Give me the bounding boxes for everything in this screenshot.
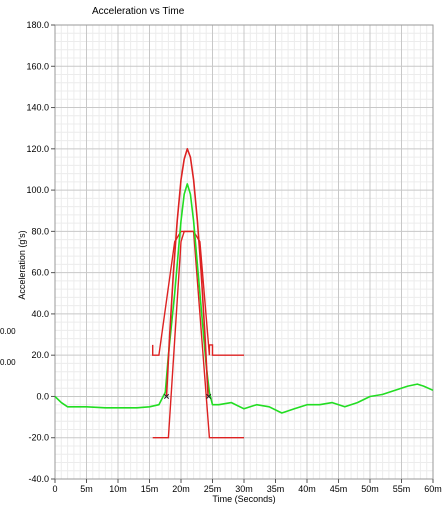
x-axis-label: Time (Seconds) <box>212 494 275 504</box>
x-marker <box>163 393 170 400</box>
x-marker <box>206 393 212 400</box>
x-tick-label: 0 <box>52 484 57 494</box>
chart-title: Acceleration vs Time <box>92 6 185 17</box>
series-lines <box>54 148 434 414</box>
x-tick-label: 25m <box>204 484 222 494</box>
y-tick-label: 120.0 <box>26 144 49 154</box>
y-tick-label: 160.0 <box>26 61 49 71</box>
x-tick-label: 50m <box>361 484 379 494</box>
y-axis-ticks: 180.0 160.0 140.0 120.0 100.0 80.0 60.0 40.0 20.… <box>26 20 55 484</box>
x-tick-label: 20m <box>172 484 190 494</box>
y-tick-label: 40.0 <box>31 309 49 319</box>
x-tick-label: 55m <box>393 484 411 494</box>
y-tick-label: 100.0 <box>26 185 49 195</box>
y-axis-label: Acceleration (g's) <box>17 230 27 299</box>
x-marker-stroke <box>163 393 170 400</box>
side-value-1: 0.00 <box>0 327 16 336</box>
y-tick-label: 140.0 <box>26 103 49 113</box>
y-tick-label: 20.0 <box>31 350 49 360</box>
x-tick-label: 30m <box>235 484 253 494</box>
y-tick-label: -20.0 <box>28 433 49 443</box>
y-tick-label: -40.0 <box>28 474 49 484</box>
y-tick-label: 0.0 <box>36 391 49 401</box>
series-line <box>54 183 434 414</box>
side-value-2: 0.00 <box>0 358 16 367</box>
x-tick-label: 10m <box>109 484 127 494</box>
y-tick-label: 180.0 <box>26 20 49 30</box>
x-tick-label: 40m <box>298 484 316 494</box>
x-tick-label: 15m <box>141 484 159 494</box>
x-tick-label: 35m <box>267 484 285 494</box>
y-tick-label: 80.0 <box>31 226 49 236</box>
limit-lines <box>151 230 244 439</box>
y-tick-label: 60.0 <box>31 268 49 278</box>
markers <box>163 393 212 400</box>
series-line <box>165 148 209 397</box>
x-marker-stroke <box>206 393 212 400</box>
x-tick-label: 45m <box>330 484 348 494</box>
x-axis-ticks: 0 5m 10m 15m 20m 25m 30m 35m 40m 45m 50m 55m 60m <box>52 479 442 494</box>
limit-line <box>152 230 244 439</box>
x-tick-label: 5m <box>80 484 93 494</box>
x-tick-label: 60m <box>424 484 442 494</box>
